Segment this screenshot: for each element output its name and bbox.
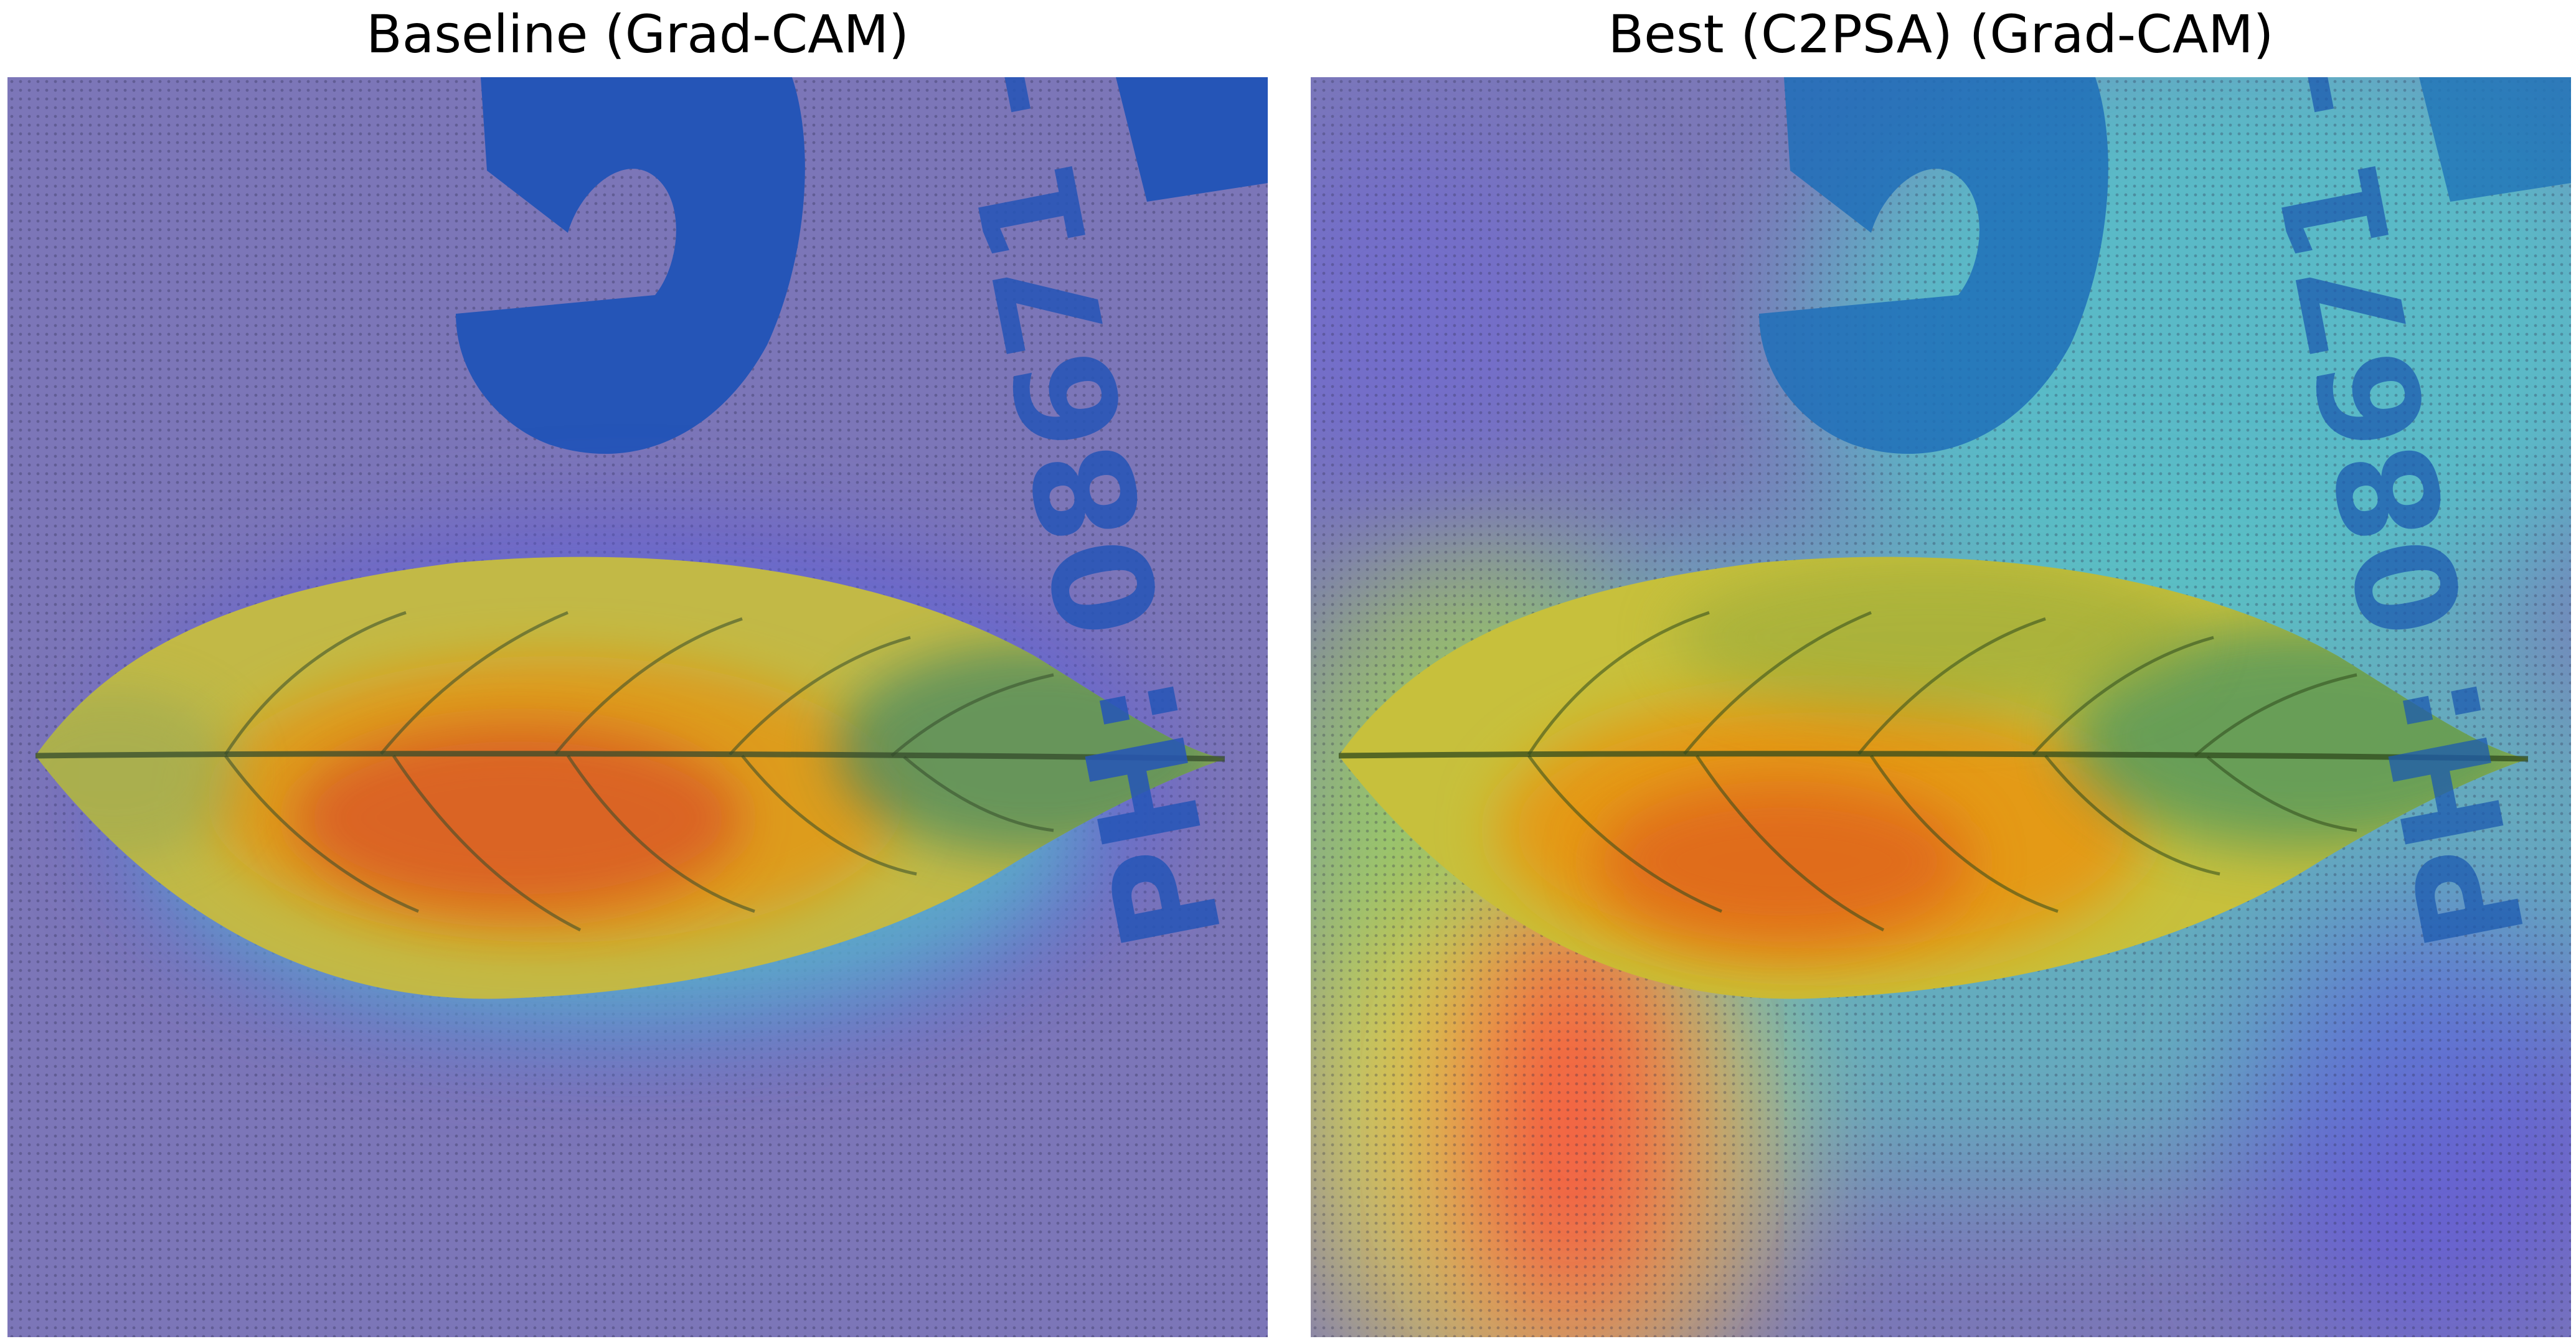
- best-c2psa-gradcam-image: PH: 08671 - 2: [1311, 77, 2571, 1337]
- leaf-icon: [35, 557, 1225, 999]
- best-c2psa-title: Best (C2PSA) (Grad-CAM): [1608, 4, 2274, 65]
- leaf-icon: [1338, 557, 2529, 999]
- baseline-title: Baseline (Grad-CAM): [366, 4, 909, 65]
- baseline-gradcam-image: PH: 08671 - 2: [7, 77, 1268, 1337]
